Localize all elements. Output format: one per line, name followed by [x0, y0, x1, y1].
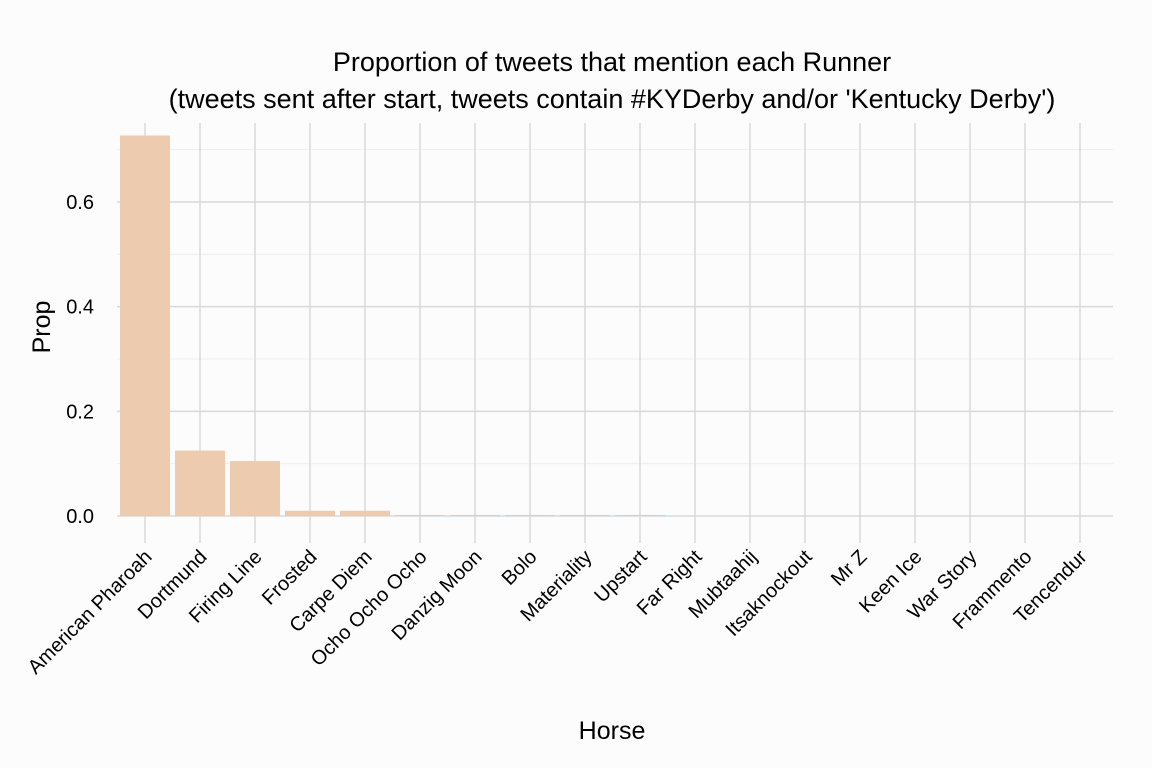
chart-subtitle: (tweets sent after start, tweets contain…: [169, 84, 1056, 114]
bar: [395, 514, 445, 516]
y-tick-label: 0.6: [66, 192, 94, 214]
x-tick-label: Bolo: [498, 546, 542, 590]
x-tick-label: Mr Z: [827, 546, 872, 591]
bar: [615, 514, 665, 516]
grid: [117, 123, 1113, 543]
bar: [175, 450, 225, 516]
bar: [505, 514, 555, 516]
x-tick-label: American Pharoah: [24, 546, 157, 679]
y-tick-label: 0.0: [66, 506, 94, 528]
chart-title: Proportion of tweets that mention each R…: [333, 47, 891, 77]
bar: [120, 135, 170, 516]
y-tick-label: 0.4: [66, 297, 94, 319]
bar: [285, 510, 335, 516]
bar: [340, 510, 390, 516]
bars: [120, 135, 665, 516]
y-axis-title: Prop: [28, 301, 56, 354]
bar: [450, 514, 500, 516]
x-axis-title: Horse: [579, 717, 646, 745]
bar: [560, 514, 610, 516]
y-tick-labels: 0.0 0.2 0.4 0.6: [66, 192, 94, 528]
y-tick-label: 0.2: [66, 401, 94, 423]
bar: [230, 461, 280, 516]
